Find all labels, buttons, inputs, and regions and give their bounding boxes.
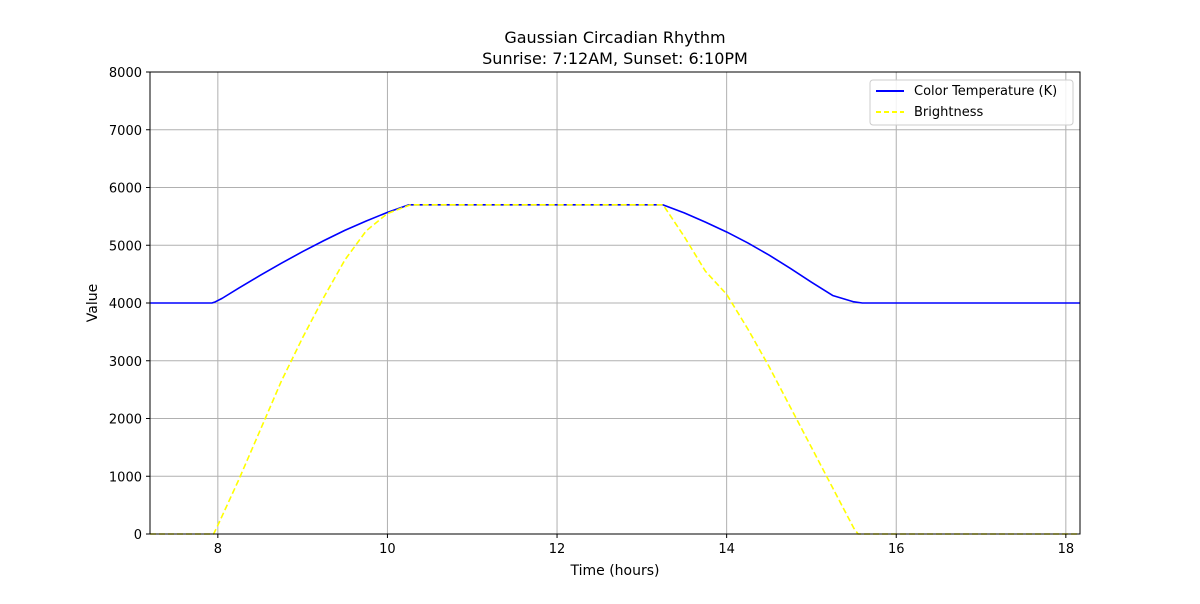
x-tick-label: 8	[214, 542, 222, 557]
y-tick-label: 2000	[109, 413, 142, 428]
y-tick-label: 5000	[109, 239, 142, 254]
x-tick-label: 16	[888, 542, 905, 557]
x-tick-label: 10	[379, 542, 396, 557]
x-tick-label: 18	[1058, 542, 1075, 557]
y-tick-label: 3000	[109, 355, 142, 370]
y-tick-label: 8000	[109, 66, 142, 81]
axis-ticks: 8 10 12 14 16 18 0 1000 2000 3000 4000 5000 6000 7000…	[109, 66, 1074, 557]
chart-subtitle: Sunrise: 7:12AM, Sunset: 6:10PM	[482, 49, 748, 68]
y-tick-label: 0	[134, 528, 142, 543]
series-layer	[150, 204, 1080, 535]
chart-title: Gaussian Circadian Rhythm	[504, 28, 725, 47]
legend: Color Temperature (K) Brightness	[869, 79, 1074, 126]
y-tick-label: 4000	[109, 297, 142, 312]
y-tick-label: 7000	[109, 124, 142, 139]
y-tick-label: 6000	[109, 182, 142, 197]
legend-box	[869, 79, 1074, 126]
legend-label-color-temperature: Color Temperature (K)	[914, 84, 1057, 99]
y-axis-label: Value	[85, 284, 101, 322]
x-axis-label: Time (hours)	[570, 563, 660, 579]
legend-label-brightness: Brightness	[914, 105, 983, 120]
x-tick-label: 14	[718, 542, 735, 557]
x-tick-label: 12	[549, 542, 566, 557]
series-line-brightness	[150, 204, 1080, 535]
series-line-color-temperature-k	[150, 204, 1080, 304]
y-tick-label: 1000	[109, 470, 142, 485]
